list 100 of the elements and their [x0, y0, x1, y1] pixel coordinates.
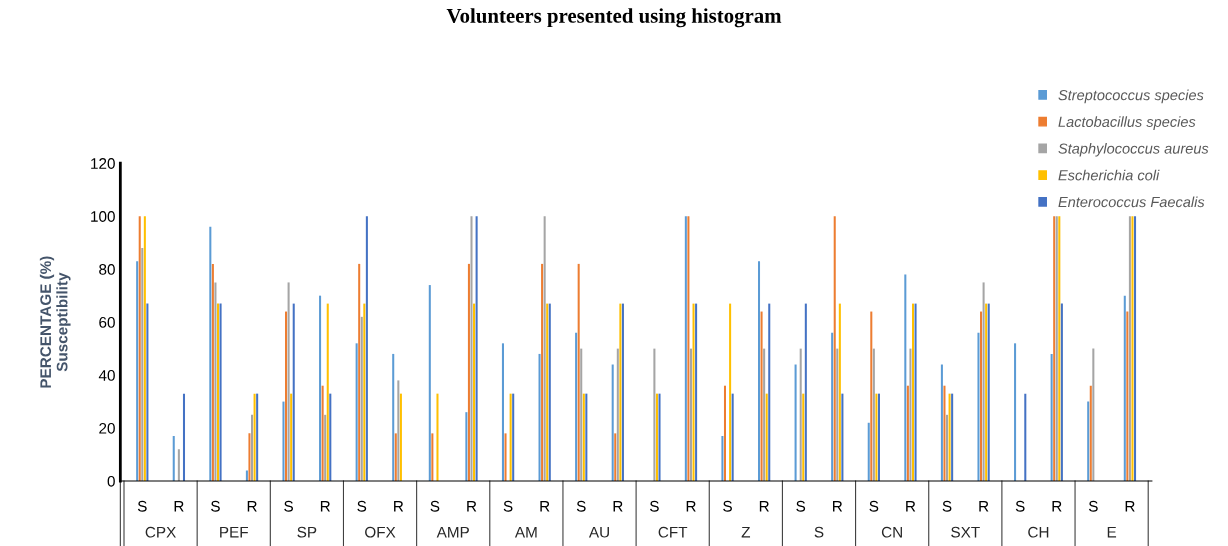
bar: [141, 247, 144, 482]
bar: [577, 263, 580, 482]
bar: [1087, 401, 1090, 482]
x-tick-label: S: [211, 500, 220, 512]
text: CFT: [658, 526, 688, 538]
x-tick-label: S: [284, 500, 293, 512]
y-tick-label: 60: [99, 317, 115, 328]
bar: [211, 263, 214, 482]
bar: [723, 385, 727, 482]
bar: [982, 282, 985, 482]
chart-title: Volunteers presented using histogram: [446, 8, 782, 28]
bar: [541, 263, 544, 482]
bar: [802, 393, 805, 482]
bar: [1014, 343, 1017, 482]
bar: [214, 282, 217, 482]
bar: [611, 364, 614, 482]
legend-label: Escherichia coli: [1058, 169, 1160, 181]
legend-label: Enterococcus Faecalis: [1058, 196, 1205, 208]
bar: [326, 303, 329, 482]
bar: [804, 303, 807, 482]
text: AM: [514, 526, 537, 538]
text: PEF: [220, 526, 248, 538]
bar: [143, 216, 146, 482]
bar: [501, 343, 504, 482]
y-axis-title: PERCENTAGE (%) Susceptibility: [39, 256, 71, 388]
text: S: [814, 526, 824, 538]
x-tick-label: S: [723, 500, 732, 512]
bar: [867, 422, 870, 482]
text: SXT: [951, 526, 980, 538]
x-tick-label: R: [979, 501, 989, 512]
text: AMP: [436, 526, 469, 538]
bar: [614, 433, 617, 482]
bar: [729, 303, 732, 482]
bar: [841, 393, 844, 482]
x-tick-label: S: [1015, 500, 1025, 512]
bar: [1092, 348, 1095, 482]
bar: [504, 433, 507, 482]
x-tick-label: R: [320, 501, 330, 512]
text: CN: [881, 526, 902, 538]
bar: [980, 311, 983, 482]
bar: [282, 401, 285, 482]
bar: [909, 348, 912, 482]
bar: [580, 348, 583, 482]
bar: [538, 353, 541, 482]
x-tick-label: R: [540, 501, 550, 512]
bar: [392, 353, 395, 482]
y-tick-label: 100: [91, 211, 115, 222]
bar: [1089, 385, 1092, 482]
bar: [321, 385, 324, 482]
bar: [833, 216, 836, 482]
bar: [831, 332, 834, 482]
x-tick-label: R: [1052, 501, 1062, 512]
bar: [399, 393, 402, 482]
bar: [1024, 393, 1027, 482]
bar: [319, 295, 322, 482]
legend-label: Staphylococcus aureus: [1058, 143, 1209, 157]
x-tick-label: S: [869, 500, 879, 512]
bar: [358, 263, 361, 482]
bar: [324, 414, 327, 482]
bar: [946, 414, 949, 482]
bar: [906, 385, 909, 482]
bar: [475, 216, 478, 482]
x-tick-label: R: [686, 501, 696, 512]
bar: [465, 412, 468, 482]
bar: [182, 393, 186, 482]
bar: [872, 348, 875, 482]
x-tick-label: S: [649, 500, 659, 512]
y-tick-label: 0: [107, 475, 115, 487]
bar: [653, 348, 656, 482]
bar: [428, 285, 431, 482]
x-tick-label: R: [906, 501, 916, 512]
x-tick-label: R: [833, 501, 843, 512]
bar: [763, 348, 766, 482]
bar: [904, 274, 907, 482]
bar: [172, 436, 175, 482]
bar: [470, 216, 473, 482]
x-tick-label: R: [1125, 501, 1135, 512]
bar: [329, 393, 332, 482]
x-tick-label: S: [430, 500, 440, 512]
bar: [251, 414, 254, 482]
bar: [355, 343, 358, 482]
bar: [543, 216, 546, 482]
bar: [177, 449, 180, 482]
bar: [838, 303, 841, 482]
text: E: [1107, 526, 1117, 538]
bar: [799, 348, 802, 482]
text: CH: [1028, 526, 1049, 538]
y-tick-label: 120: [91, 158, 115, 169]
text: CPX: [145, 526, 176, 538]
text: OFX: [365, 526, 396, 538]
x-tick-label: S: [357, 500, 367, 512]
bar: [473, 303, 476, 482]
bar: [360, 316, 363, 482]
bar: [363, 303, 366, 482]
bar: [943, 385, 946, 482]
bar: [757, 261, 761, 482]
x-tick-label: S: [796, 500, 806, 512]
x-tick-label: S: [1088, 500, 1098, 512]
bar: [285, 311, 288, 482]
text: SP: [297, 526, 317, 538]
